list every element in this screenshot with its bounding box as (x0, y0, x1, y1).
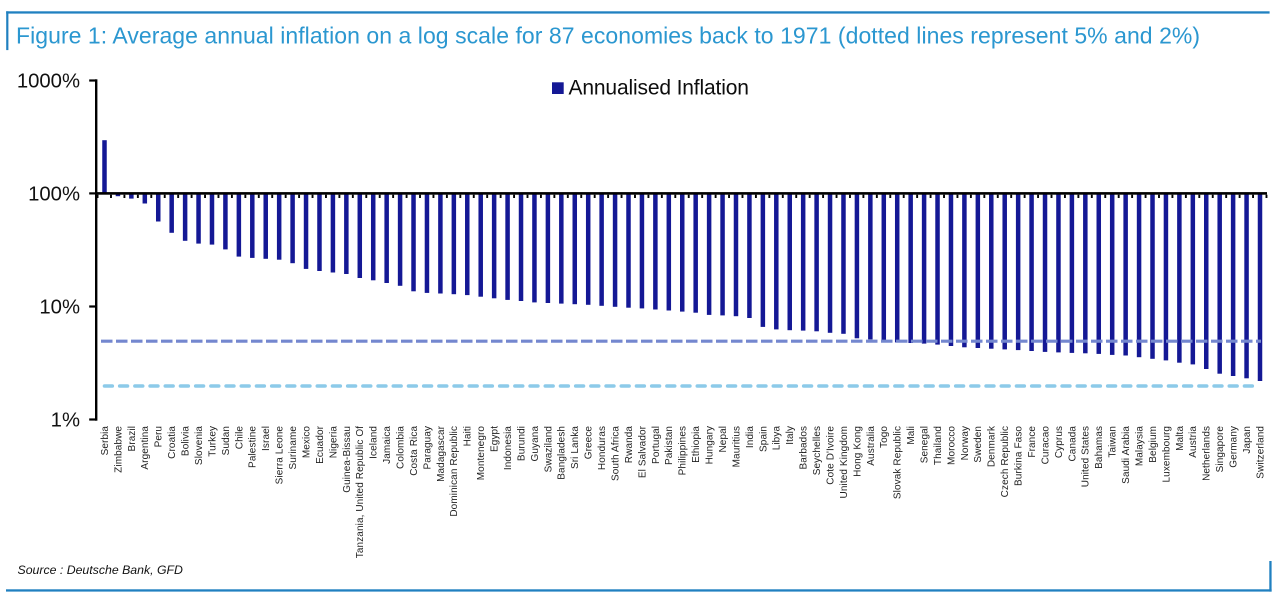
svg-text:Germany: Germany (1229, 426, 1240, 468)
svg-text:Source : Deutsche Bank, GFD: Source : Deutsche Bank, GFD (18, 563, 184, 577)
svg-text:Australia: Australia (866, 426, 877, 466)
svg-text:United States: United States (1081, 426, 1092, 487)
svg-text:Singapore: Singapore (1215, 426, 1226, 473)
svg-text:Saudi Arabia: Saudi Arabia (1121, 426, 1132, 484)
svg-text:Montenegro: Montenegro (476, 426, 487, 481)
svg-text:Tanzania, United Republic Of: Tanzania, United Republic Of (355, 426, 366, 558)
svg-text:Mauritius: Mauritius (731, 426, 742, 467)
svg-text:Czech Republic: Czech Republic (1000, 426, 1011, 497)
svg-text:Thailand: Thailand (933, 426, 944, 465)
svg-text:Figure 1: Average annual infla: Figure 1: Average annual inflation on a … (16, 23, 1200, 49)
svg-text:Sri Lanka: Sri Lanka (570, 426, 581, 469)
svg-text:Spain: Spain (758, 426, 769, 452)
svg-text:Croatia: Croatia (167, 426, 178, 459)
svg-text:Serbia: Serbia (100, 426, 111, 456)
svg-text:Bahamas: Bahamas (1094, 426, 1105, 469)
svg-text:Turkey: Turkey (207, 426, 218, 457)
svg-text:France: France (1027, 426, 1038, 458)
svg-text:Burkina Faso: Burkina Faso (1014, 426, 1025, 486)
svg-text:El Salvador: El Salvador (637, 425, 648, 478)
svg-text:Belgium: Belgium (1148, 426, 1159, 463)
svg-text:Hong Kong: Hong Kong (852, 426, 863, 477)
svg-text:Libya: Libya (772, 426, 783, 451)
svg-text:Pakistan: Pakistan (664, 426, 675, 465)
svg-text:Canada: Canada (1067, 426, 1078, 462)
svg-text:Sierra Leone: Sierra Leone (275, 426, 286, 485)
svg-text:Dominican Republic: Dominican Republic (449, 426, 460, 517)
svg-text:100%: 100% (28, 184, 80, 206)
svg-text:Cyprus: Cyprus (1054, 426, 1065, 458)
svg-text:Austria: Austria (1188, 426, 1199, 458)
svg-text:Mali: Mali (906, 426, 917, 445)
svg-text:Togo: Togo (879, 426, 890, 448)
svg-text:Madagascar: Madagascar (436, 425, 447, 482)
svg-text:Netherlands: Netherlands (1202, 426, 1213, 481)
svg-text:Taiwan: Taiwan (1108, 426, 1119, 458)
svg-text:Malaysia: Malaysia (1134, 426, 1145, 467)
svg-text:Costa Rica: Costa Rica (409, 426, 420, 476)
svg-text:Israel: Israel (261, 426, 272, 451)
svg-text:Peru: Peru (154, 426, 165, 448)
svg-text:Zimbabwe: Zimbabwe (113, 426, 124, 473)
svg-text:Japan: Japan (1242, 426, 1253, 454)
svg-text:Slovak Republic: Slovak Republic (893, 426, 904, 499)
svg-text:Barbados: Barbados (799, 426, 810, 470)
svg-text:1000%: 1000% (17, 71, 80, 93)
svg-text:Honduras: Honduras (597, 426, 608, 470)
svg-text:Switzerland: Switzerland (1255, 426, 1266, 479)
svg-text:Greece: Greece (584, 426, 595, 460)
svg-text:Malta: Malta (1175, 426, 1186, 451)
svg-text:Suriname: Suriname (288, 426, 299, 470)
svg-text:Morocco: Morocco (946, 426, 957, 465)
svg-text:1%: 1% (51, 410, 80, 432)
svg-text:Swaziland: Swaziland (543, 426, 554, 472)
svg-text:Bangladesh: Bangladesh (557, 426, 568, 480)
svg-text:Nepal: Nepal (718, 426, 729, 453)
svg-text:Jamaica: Jamaica (382, 426, 393, 464)
svg-text:Guinea-Bissau: Guinea-Bissau (342, 426, 353, 493)
svg-text:Chile: Chile (234, 426, 245, 450)
svg-text:Sudan: Sudan (221, 426, 232, 455)
svg-text:Luxembourg: Luxembourg (1161, 426, 1172, 483)
svg-text:Mexico: Mexico (301, 426, 312, 459)
svg-text:Brazil: Brazil (127, 426, 138, 452)
svg-text:Philippines: Philippines (678, 426, 689, 475)
svg-text:India: India (745, 426, 756, 449)
svg-text:Burundi: Burundi (516, 426, 527, 461)
svg-text:Senegal: Senegal (920, 426, 931, 463)
svg-text:South Africa: South Africa (610, 426, 621, 481)
svg-text:Annualised Inflation: Annualised Inflation (569, 77, 749, 100)
svg-text:Curacao: Curacao (1040, 426, 1051, 465)
svg-text:Haiti: Haiti (463, 426, 474, 447)
svg-text:Hungary: Hungary (705, 426, 716, 465)
svg-text:United Kingdom: United Kingdom (839, 426, 850, 499)
svg-text:Seychelles: Seychelles (812, 426, 823, 475)
svg-text:Rwanda: Rwanda (624, 426, 635, 464)
svg-text:Colombia: Colombia (395, 426, 406, 469)
svg-text:Italy: Italy (785, 426, 796, 445)
svg-text:Paraguay: Paraguay (422, 426, 433, 470)
svg-text:Egypt: Egypt (490, 426, 501, 452)
svg-text:Norway: Norway (960, 426, 971, 461)
svg-text:Denmark: Denmark (987, 425, 998, 467)
svg-text:Cote D'Ivoire: Cote D'Ivoire (825, 426, 836, 485)
svg-text:Portugal: Portugal (651, 426, 662, 464)
svg-text:Slovenia: Slovenia (194, 426, 205, 465)
svg-text:Nigeria: Nigeria (328, 426, 339, 459)
svg-text:Iceland: Iceland (369, 426, 380, 459)
svg-text:Bolivia: Bolivia (181, 426, 192, 456)
svg-text:Ethiopia: Ethiopia (691, 426, 702, 463)
svg-text:10%: 10% (39, 297, 80, 319)
svg-text:Indonesia: Indonesia (503, 426, 514, 471)
svg-text:Palestine: Palestine (248, 426, 259, 468)
svg-text:Ecuador: Ecuador (315, 425, 326, 464)
svg-text:Sweden: Sweden (973, 426, 984, 463)
svg-text:Guyana: Guyana (530, 426, 541, 462)
svg-text:Argentina: Argentina (140, 426, 151, 470)
